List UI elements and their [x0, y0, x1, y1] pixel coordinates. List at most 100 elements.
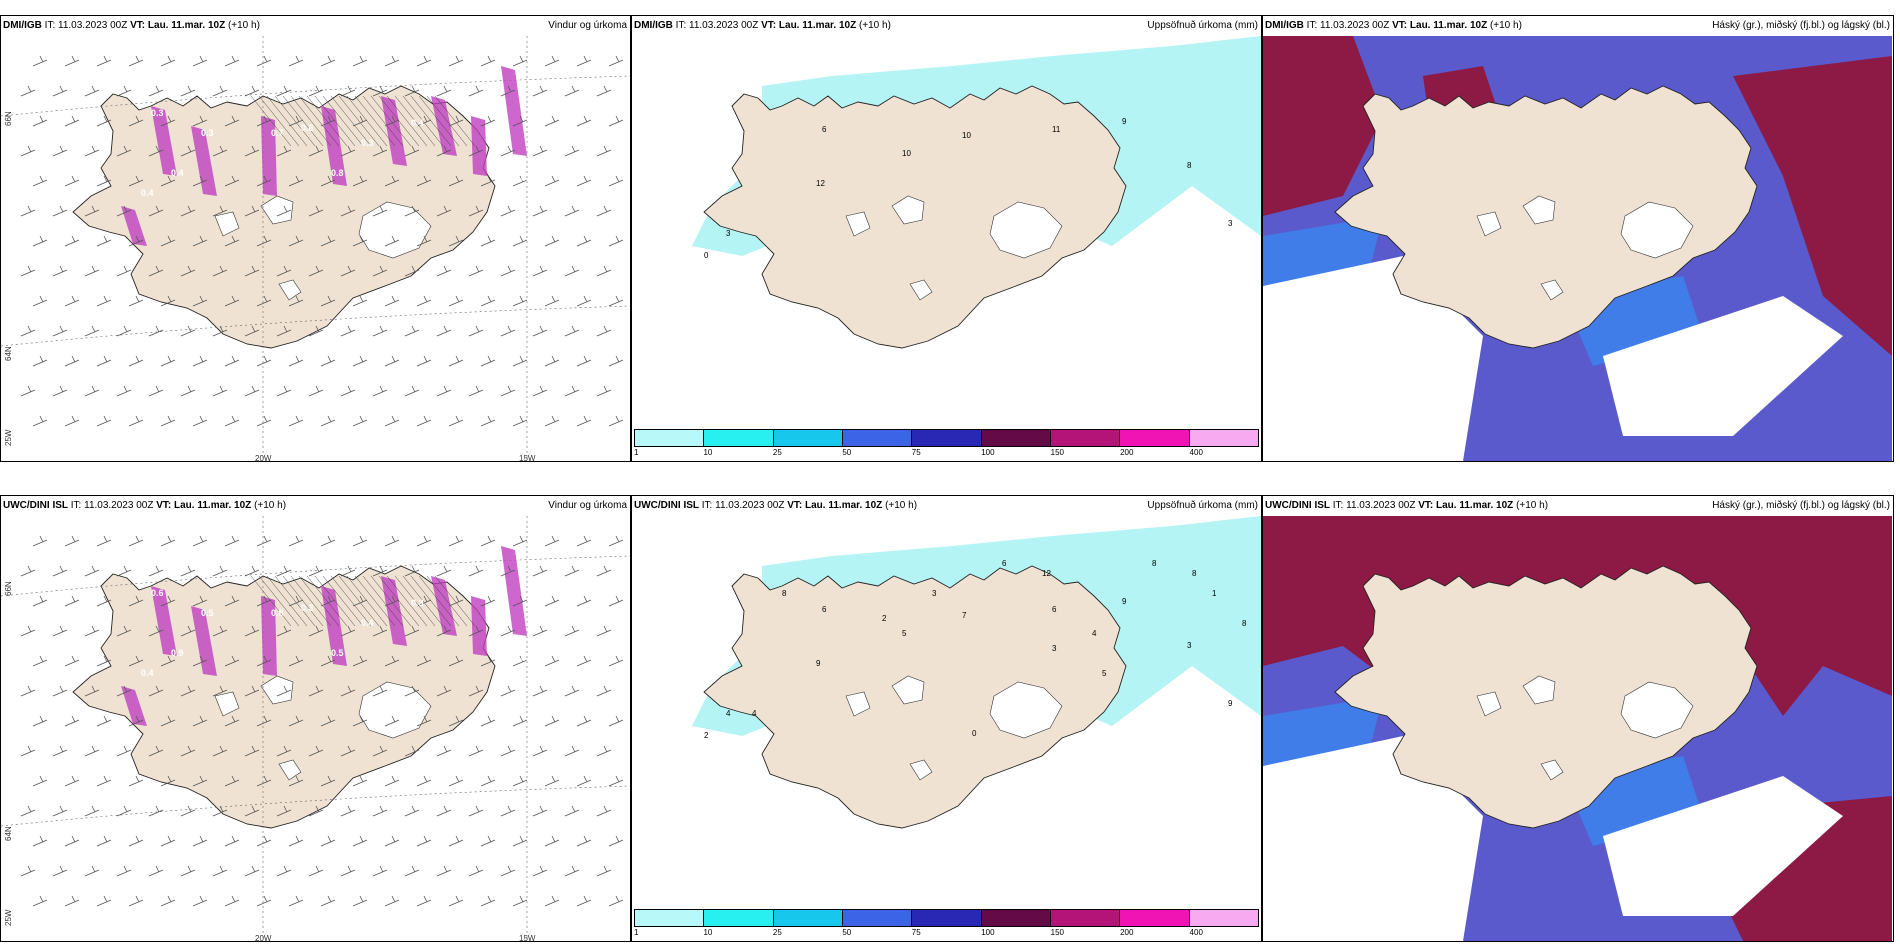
wind-barb — [416, 175, 432, 187]
precip-value: 0.7 — [41, 606, 54, 616]
wind-barb — [468, 805, 484, 817]
wind-barb — [340, 805, 356, 817]
wind-barb — [32, 55, 48, 67]
panel-dmi-wind[interactable]: DMI/IGB IT: 11.03.2023 00Z VT: Lau. 11.m… — [0, 15, 631, 462]
precip-streak — [191, 126, 217, 196]
wind-barb — [500, 865, 516, 877]
model-name: UWC/DINI ISL — [1265, 500, 1330, 511]
wind-barb — [96, 655, 112, 667]
wind-barb — [212, 745, 228, 757]
precip-streak — [431, 96, 457, 156]
wind-barb — [436, 85, 452, 97]
lat-label: 66N — [4, 581, 13, 596]
wind-barb — [352, 655, 368, 667]
wind-barb — [116, 145, 132, 157]
precip-streak — [261, 116, 277, 196]
map-canvas[interactable] — [1263, 516, 1892, 941]
wind-barb — [288, 895, 304, 907]
colorbar-swatch — [773, 430, 843, 446]
precip-value: 5 — [1102, 669, 1107, 678]
colorbar-swatch — [842, 910, 913, 926]
wind-barb — [96, 595, 112, 607]
wind-barb — [436, 625, 452, 637]
colorbar-swatch — [981, 430, 1051, 446]
wind-barb — [192, 295, 208, 307]
map-canvas[interactable]: 0.30.30.30.40.40.60.70.80.30.40.30.30.7 — [1, 36, 630, 461]
panel-dmi-cloud[interactable]: DMI/IGB IT: 11.03.2023 00Z VT: Lau. 11.m… — [1262, 15, 1894, 462]
wind-barb — [308, 265, 324, 277]
wind-barb — [96, 715, 112, 727]
wind-barb — [352, 115, 368, 127]
panel-title: Uppsöfnuð úrkoma (mm) — [1147, 500, 1258, 511]
colorbar-swatch — [1050, 910, 1121, 926]
wind-barb — [308, 205, 324, 217]
panel-uwc-cloud[interactable]: UWC/DINI ISL IT: 11.03.2023 00Z VT: Lau.… — [1262, 495, 1894, 942]
wind-barb — [512, 775, 528, 787]
panel-header: UWC/DINI ISL IT: 11.03.2023 00Z VT: Lau.… — [1263, 496, 1893, 516]
wind-barb — [84, 865, 100, 877]
precip-value: 9 — [1122, 597, 1127, 606]
wind-barb — [532, 85, 548, 97]
lead-time: (+10 h) — [1516, 500, 1549, 511]
wind-barb — [384, 175, 400, 187]
wind-barb — [276, 385, 292, 397]
model-name: UWC/DINI ISL — [3, 500, 68, 511]
wind-barb — [468, 265, 484, 277]
wind-barb — [148, 265, 164, 277]
wind-barb — [52, 685, 68, 697]
precip-value: 9 — [1228, 699, 1233, 708]
wind-barb — [416, 835, 432, 847]
colorbar-tick: 10 — [703, 928, 713, 937]
precip-value: 8 — [1192, 569, 1197, 578]
lead-time: (+10 h) — [254, 500, 287, 511]
panel-header: DMI/IGB IT: 11.03.2023 00Z VT: Lau. 11.m… — [632, 16, 1261, 36]
map-canvas[interactable]: 0.30.60.50.90.40.30.80.50.40.30.60.40.50… — [1, 516, 630, 941]
precip-streak — [431, 576, 457, 636]
wind-barb — [436, 265, 452, 277]
wind-barb — [480, 175, 496, 187]
wind-barb — [96, 55, 112, 67]
wind-barb — [500, 745, 516, 757]
wind-barb — [148, 85, 164, 97]
wind-barb — [288, 655, 304, 667]
wind-barb — [192, 415, 208, 427]
lead-time: (+10 h) — [885, 500, 918, 511]
wind-barb — [564, 805, 580, 817]
clear-areas — [1263, 256, 1843, 461]
wind-barb — [576, 235, 592, 247]
wind-barb — [564, 745, 580, 757]
wind-barb — [468, 745, 484, 757]
wind-barb — [320, 595, 336, 607]
glacier — [1620, 681, 1694, 739]
wind-barb — [32, 115, 48, 127]
model-name: DMI/IGB — [3, 20, 42, 31]
island-land — [72, 85, 496, 349]
wind-barb — [84, 385, 100, 397]
clear-areas — [1263, 736, 1843, 941]
valid-time: Lau. 11.mar. 10Z — [147, 20, 226, 31]
panel-dmi-precip[interactable]: DMI/IGB IT: 11.03.2023 00Z VT: Lau. 11.m… — [631, 15, 1262, 462]
wind-barb — [576, 175, 592, 187]
wind-barb — [224, 295, 240, 307]
map-canvas[interactable] — [1263, 36, 1892, 461]
precip-value: 0.8 — [271, 608, 284, 618]
wind-barb — [384, 295, 400, 307]
wind-barb — [20, 145, 36, 157]
wind-barb — [576, 415, 592, 427]
wind-barb — [160, 655, 176, 667]
glacier — [989, 681, 1063, 739]
wind-barb — [192, 775, 208, 787]
panel-title: Háský (gr.), miðský (fj.bl.) og lágský (… — [1712, 500, 1890, 511]
wind-barb — [256, 235, 272, 247]
wind-barb — [308, 85, 324, 97]
map-canvas[interactable]: 0 3 6 12 10 10 11 9 8 3 — [632, 36, 1261, 461]
wind-barb — [544, 715, 560, 727]
wind-barb — [244, 805, 260, 817]
wind-barb — [416, 715, 432, 727]
panel-uwc-precip[interactable]: UWC/DINI ISL IT: 11.03.2023 00Z VT: Lau.… — [631, 495, 1262, 942]
wind-barb — [116, 205, 132, 217]
panel-uwc-wind[interactable]: UWC/DINI ISL IT: 11.03.2023 00Z VT: Lau.… — [0, 495, 631, 942]
wind-barb — [288, 775, 304, 787]
wind-barb — [564, 205, 580, 217]
